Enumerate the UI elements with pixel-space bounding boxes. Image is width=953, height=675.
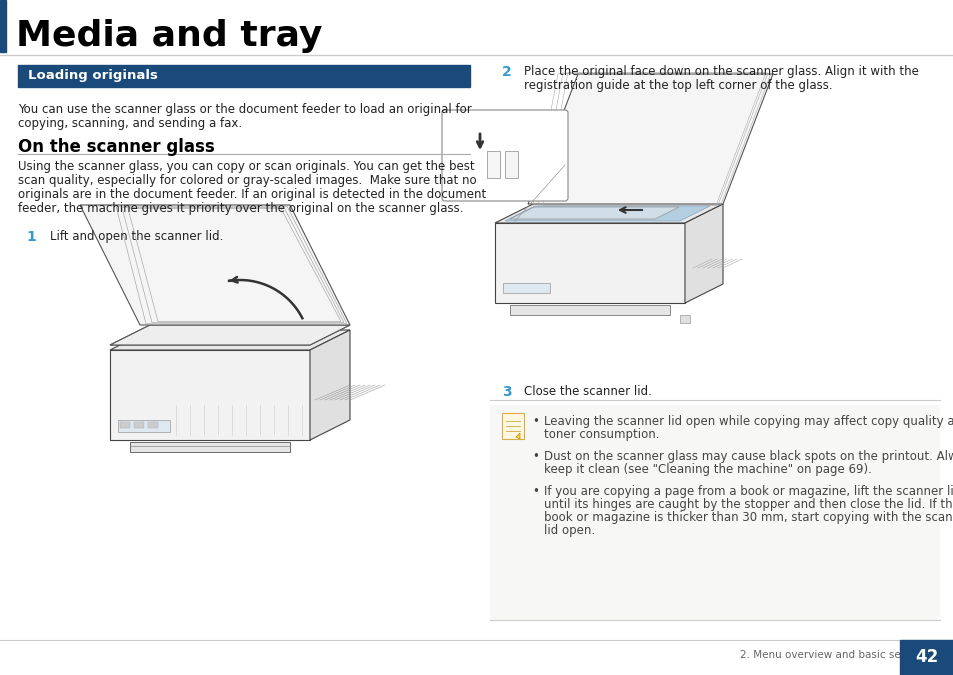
Text: book or magazine is thicker than 30 mm, start copying with the scanner: book or magazine is thicker than 30 mm, …	[543, 511, 953, 524]
Text: until its hinges are caught by the stopper and then close the lid. If the: until its hinges are caught by the stopp…	[543, 498, 953, 511]
Polygon shape	[120, 422, 130, 428]
Text: lid open.: lid open.	[543, 524, 595, 537]
Polygon shape	[118, 420, 170, 432]
Text: registration guide at the top left corner of the glass.: registration guide at the top left corne…	[523, 79, 832, 92]
Polygon shape	[110, 325, 350, 345]
Polygon shape	[684, 204, 722, 303]
Polygon shape	[502, 283, 550, 293]
Text: •: •	[532, 485, 538, 498]
Polygon shape	[516, 433, 519, 439]
Text: 3: 3	[501, 385, 511, 399]
Text: Lift and open the scanner lid.: Lift and open the scanner lid.	[50, 230, 223, 243]
Text: Close the scanner lid.: Close the scanner lid.	[523, 385, 651, 398]
Text: Media and tray: Media and tray	[16, 19, 322, 53]
Text: feeder, the machine gives it priority over the original on the scanner glass.: feeder, the machine gives it priority ov…	[18, 202, 463, 215]
Text: You can use the scanner glass or the document feeder to load an original for: You can use the scanner glass or the doc…	[18, 103, 471, 116]
Polygon shape	[504, 151, 517, 178]
Text: If you are copying a page from a book or magazine, lift the scanner lid: If you are copying a page from a book or…	[543, 485, 953, 498]
FancyBboxPatch shape	[441, 110, 567, 201]
Text: •: •	[532, 450, 538, 463]
Bar	[18, 65, 470, 87]
Polygon shape	[310, 330, 350, 440]
Text: Dust on the scanner glass may cause black spots on the printout. Always: Dust on the scanner glass may cause blac…	[543, 450, 953, 463]
Text: toner consumption.: toner consumption.	[543, 428, 659, 441]
Text: copying, scanning, and sending a fax.: copying, scanning, and sending a fax.	[18, 117, 242, 130]
Polygon shape	[148, 422, 158, 428]
Polygon shape	[110, 350, 310, 440]
Text: 2. Menu overview and basic setup: 2. Menu overview and basic setup	[740, 650, 917, 660]
Polygon shape	[80, 205, 350, 325]
Text: Leaving the scanner lid open while copying may affect copy quality and: Leaving the scanner lid open while copyi…	[543, 415, 953, 428]
Text: Place the original face down on the scanner glass. Align it with the: Place the original face down on the scan…	[523, 65, 918, 78]
Text: Using the scanner glass, you can copy or scan originals. You can get the best: Using the scanner glass, you can copy or…	[18, 160, 475, 173]
Text: 42: 42	[915, 648, 938, 666]
Text: Loading originals: Loading originals	[28, 70, 157, 82]
Bar	[490, 405, 939, 620]
Text: On the scanner glass: On the scanner glass	[18, 138, 214, 156]
Text: 2: 2	[501, 65, 511, 79]
Text: •: •	[532, 415, 538, 428]
Polygon shape	[495, 204, 722, 223]
Text: 1: 1	[26, 230, 35, 244]
Polygon shape	[527, 74, 772, 204]
Polygon shape	[133, 422, 144, 428]
Polygon shape	[679, 315, 689, 323]
Polygon shape	[510, 305, 669, 315]
Bar	[0, 0, 6, 52]
Polygon shape	[486, 151, 499, 178]
Bar	[899, 640, 953, 675]
Text: originals are in the document feeder. If an original is detected in the document: originals are in the document feeder. If…	[18, 188, 486, 201]
Polygon shape	[504, 206, 709, 221]
Polygon shape	[110, 330, 350, 350]
Polygon shape	[510, 207, 679, 219]
Text: scan quality, especially for colored or gray-scaled images.  Make sure that no: scan quality, especially for colored or …	[18, 174, 476, 187]
Text: keep it clean (see "Cleaning the machine" on page 69).: keep it clean (see "Cleaning the machine…	[543, 463, 871, 476]
Polygon shape	[495, 223, 684, 303]
Polygon shape	[130, 442, 290, 452]
Bar	[501, 413, 523, 439]
